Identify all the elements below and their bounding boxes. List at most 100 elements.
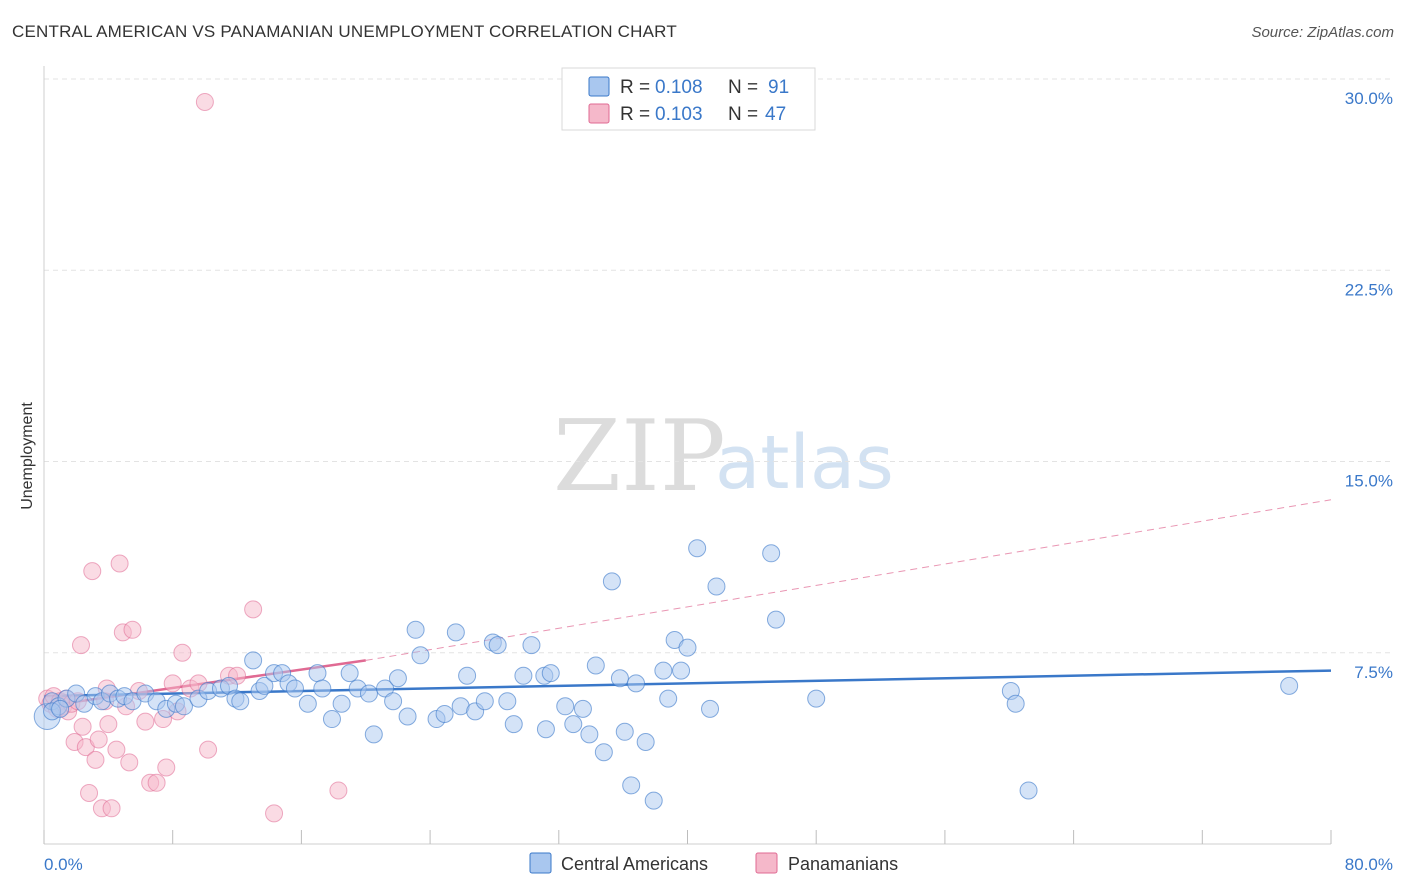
central-americans-point <box>1006 694 1025 713</box>
x-tick-label: 80.0% <box>1345 855 1393 874</box>
central-americans-point <box>1280 676 1299 695</box>
panamanians-point <box>80 784 99 802</box>
panamanians-point <box>163 674 182 693</box>
central-americans-point <box>615 722 634 741</box>
y-tick-label: 30.0% <box>1345 89 1393 108</box>
central-americans-point <box>573 699 592 718</box>
x-tick-label: 0.0% <box>44 855 83 874</box>
central-americans-point <box>174 697 193 716</box>
central-americans-point <box>564 715 583 734</box>
central-americans-point <box>807 689 826 708</box>
panamanians-point <box>72 636 91 655</box>
panamanians-point <box>73 717 92 736</box>
central-americans-point <box>610 669 629 688</box>
legend-n-value-blue: 91 <box>768 77 789 98</box>
panamanians-point <box>86 750 105 769</box>
central-americans-point <box>322 710 341 729</box>
panamanians-point <box>110 554 129 573</box>
central-americans-point <box>636 733 655 751</box>
central-americans-point <box>406 620 425 639</box>
central-americans-point <box>308 664 327 683</box>
central-americans-point <box>388 669 407 688</box>
panamanians-point <box>173 643 192 662</box>
y-tick-labels: 7.5% 15.0% 22.5% 30.0% <box>1345 89 1393 682</box>
central-americans-point <box>332 694 351 713</box>
central-americans-point <box>376 679 395 698</box>
x-tick-labels: 0.0% 80.0% <box>44 855 1393 874</box>
central-americans-point <box>766 610 785 629</box>
central-americans-point <box>586 656 605 675</box>
series-legend-swatch-blue <box>529 852 552 874</box>
central-americans-point <box>659 689 678 708</box>
panamanians-point <box>199 740 218 759</box>
central-americans-point <box>602 572 621 591</box>
y-tick-label: 15.0% <box>1345 472 1393 491</box>
central-americans-point <box>384 692 403 711</box>
panamanians-point <box>99 715 118 734</box>
central-americans-point <box>556 697 575 716</box>
central-americans-point <box>514 666 533 685</box>
central-americans-point <box>504 715 523 734</box>
central-americans-point <box>644 791 663 810</box>
legend-r-value-pink: 0.103 <box>655 104 703 125</box>
watermark-zip: ZIP <box>553 400 726 514</box>
central-americans-point <box>1019 781 1038 800</box>
panamanians-point <box>83 562 102 581</box>
legend-n-label-pink: N = <box>728 104 758 125</box>
watermark-atlas: atlas <box>715 420 894 506</box>
central-americans-point <box>51 699 70 718</box>
central-americans-point <box>627 674 646 693</box>
panamanians-point <box>244 600 263 619</box>
panamanians-point <box>136 712 155 731</box>
central-americans-point <box>398 707 417 726</box>
legend-r-label-pink: R = <box>620 104 650 125</box>
central-americans-point <box>622 776 641 795</box>
central-americans-point <box>541 664 560 683</box>
panamanians-point <box>195 92 214 111</box>
central-americans-point <box>231 692 250 711</box>
central-americans-point <box>654 661 673 680</box>
central-americans-point <box>498 692 517 711</box>
panamanians-point <box>123 620 142 639</box>
central-americans-point <box>411 646 430 665</box>
legend-r-label-blue: R = <box>620 77 650 98</box>
central-americans-point <box>364 725 383 744</box>
series-legend: Central Americans Panamanians <box>529 852 898 874</box>
central-americans-point <box>678 638 697 657</box>
central-americans-point <box>446 623 465 642</box>
panamanians-point <box>157 758 176 777</box>
central-americans-point <box>536 720 555 739</box>
central-americans-point <box>359 684 378 703</box>
series-legend-panamanians: Panamanians <box>788 854 898 874</box>
central-americans-point <box>340 664 359 683</box>
watermark: ZIP atlas <box>553 400 894 514</box>
panamanians-point <box>265 804 284 823</box>
central-americans-point <box>701 699 720 718</box>
panamanians-trend-extension <box>365 499 1332 661</box>
panamanians-point <box>147 773 166 792</box>
central-americans-point <box>435 704 454 723</box>
panamanians-point <box>107 740 126 759</box>
central-americans-points <box>33 539 1299 810</box>
central-americans-point <box>244 651 263 670</box>
y-tick-label: 7.5% <box>1354 663 1393 682</box>
legend-swatch-pink <box>588 103 610 124</box>
central-americans-point <box>475 692 494 711</box>
gridlines <box>44 78 1392 654</box>
central-americans-point <box>313 679 332 698</box>
central-americans-point <box>255 676 274 695</box>
central-americans-point <box>672 661 691 680</box>
central-americans-point <box>285 679 304 698</box>
central-americans-point <box>458 666 477 685</box>
legend-r-value-blue: 0.108 <box>655 77 703 98</box>
legend-n-label-blue: N = <box>728 77 758 98</box>
series-legend-swatch-pink <box>755 852 778 874</box>
source-label: Source: ZipAtlas.com <box>1251 24 1394 41</box>
central-americans-point <box>298 694 317 713</box>
central-americans-point <box>594 743 613 762</box>
legend: R = 0.108 N = 91 R = 0.103 N = 47 <box>561 67 816 131</box>
chart-title: CENTRAL AMERICAN VS PANAMANIAN UNEMPLOYM… <box>12 22 677 41</box>
central-americans-point <box>522 636 541 655</box>
panamanians-point <box>89 730 108 749</box>
legend-swatch-blue <box>588 76 610 97</box>
